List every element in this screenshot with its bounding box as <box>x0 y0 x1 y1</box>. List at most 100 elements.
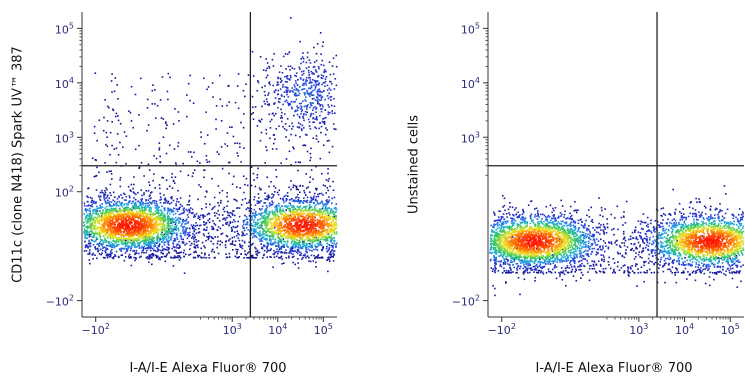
event-point <box>134 202 137 204</box>
event-point <box>149 194 151 196</box>
event-point <box>91 157 94 159</box>
event-point <box>98 231 101 234</box>
event-point <box>136 216 139 219</box>
event-point <box>132 231 135 233</box>
event-point <box>297 231 300 234</box>
event-point <box>317 254 320 256</box>
event-point <box>105 228 108 231</box>
event-point <box>145 229 147 232</box>
event-point <box>175 252 178 254</box>
event-point <box>100 195 102 198</box>
event-point <box>306 79 308 82</box>
event-point <box>154 213 157 215</box>
event-point <box>128 210 131 212</box>
event-point <box>183 220 186 222</box>
event-point <box>174 257 176 259</box>
event-point <box>322 206 324 208</box>
event-point <box>307 248 310 251</box>
event-point <box>102 229 104 232</box>
event-point <box>306 91 308 94</box>
event-point <box>293 68 296 70</box>
event-point <box>327 97 330 100</box>
event-point <box>297 243 300 246</box>
event-point <box>172 213 175 216</box>
event-point <box>127 206 130 209</box>
event-point <box>310 156 312 159</box>
event-point <box>119 176 122 179</box>
event-point <box>162 253 165 255</box>
event-point <box>311 235 313 238</box>
event-point <box>132 215 135 218</box>
event-point <box>140 255 142 258</box>
event-point <box>300 238 303 240</box>
event-point <box>245 226 248 229</box>
event-point <box>124 256 127 258</box>
event-point <box>282 208 284 211</box>
event-point <box>277 217 279 219</box>
event-point <box>237 256 239 259</box>
event-point <box>118 214 120 216</box>
event-point <box>203 256 205 259</box>
event-point <box>174 227 177 229</box>
event-point <box>313 235 316 237</box>
event-point <box>286 53 289 55</box>
event-point <box>297 262 299 264</box>
event-point <box>323 210 325 213</box>
event-point <box>112 257 115 260</box>
event-point <box>256 202 259 205</box>
event-point <box>258 213 261 215</box>
event-point <box>279 221 282 223</box>
event-point <box>245 208 248 210</box>
event-point <box>190 151 192 153</box>
event-point <box>138 247 141 249</box>
event-point <box>123 208 125 210</box>
event-point <box>299 205 301 207</box>
event-point <box>305 248 307 250</box>
event-point <box>200 256 202 259</box>
event-point <box>240 253 242 255</box>
event-point <box>146 230 149 232</box>
event-point <box>312 218 314 220</box>
event-point <box>162 248 164 251</box>
event-point <box>307 221 310 224</box>
event-point <box>154 217 156 220</box>
event-point <box>315 107 318 109</box>
event-point <box>185 218 188 221</box>
event-point <box>252 106 254 109</box>
event-point <box>130 190 132 192</box>
event-point <box>189 99 191 102</box>
event-point <box>269 127 272 129</box>
event-point <box>175 232 178 235</box>
event-point <box>331 242 334 244</box>
event-point <box>266 100 268 103</box>
event-point <box>295 185 298 188</box>
event-point <box>320 213 323 215</box>
event-point <box>149 245 151 248</box>
event-point <box>283 230 286 232</box>
event-point <box>268 81 271 83</box>
event-point <box>297 161 300 163</box>
event-point <box>277 193 280 196</box>
event-point <box>160 209 162 211</box>
event-point <box>173 232 176 234</box>
event-point <box>143 251 145 254</box>
event-point <box>156 229 159 231</box>
event-point <box>188 211 191 214</box>
event-point <box>260 226 262 228</box>
event-point <box>260 213 263 215</box>
event-point <box>266 245 269 248</box>
event-point <box>173 148 176 150</box>
event-point <box>266 242 269 245</box>
event-point <box>312 72 314 74</box>
event-point <box>146 98 149 101</box>
event-point <box>89 249 91 251</box>
event-point <box>117 205 120 207</box>
event-point <box>265 218 267 221</box>
event-point <box>322 246 325 248</box>
event-point <box>170 236 173 238</box>
event-point <box>203 176 205 179</box>
event-point <box>186 214 189 216</box>
event-point <box>172 242 174 244</box>
event-point <box>105 131 108 134</box>
event-point <box>273 212 275 214</box>
